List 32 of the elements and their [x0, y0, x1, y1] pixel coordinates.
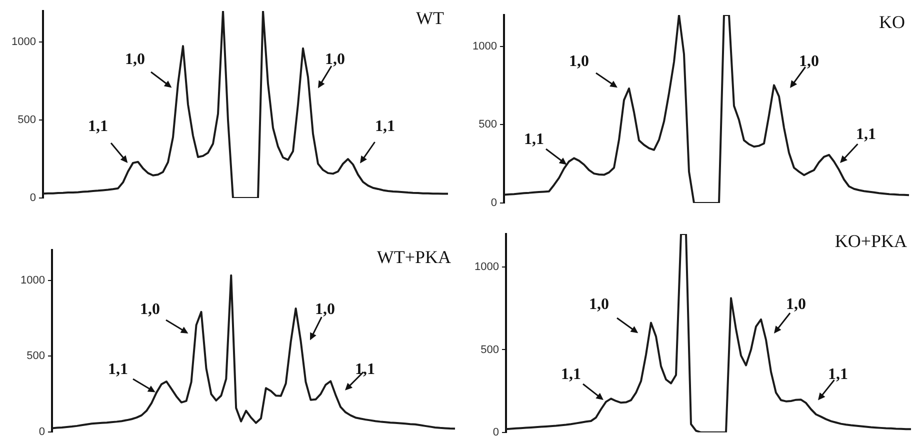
- chart-title: KO+PKA: [834, 231, 907, 251]
- y-tick-label: 1000: [20, 274, 45, 286]
- annotation: 1,1: [355, 361, 375, 378]
- y-tick-label: 1000: [472, 40, 497, 52]
- annotation: 1,0: [569, 53, 589, 70]
- annotation: 1,0: [325, 51, 345, 68]
- annotation: 1,0: [589, 296, 609, 313]
- y-tick-label: 500: [26, 350, 45, 362]
- annotation: 1,1: [828, 366, 848, 383]
- y-tick-label: 500: [480, 344, 499, 356]
- y-tick-label: 1000: [12, 36, 36, 48]
- chart-title: WT+PKA: [376, 247, 451, 267]
- annotation: 1,1: [524, 131, 544, 148]
- y-tick-label: 0: [490, 197, 497, 210]
- y-tick-label: 500: [478, 118, 497, 131]
- annotation: 1,0: [799, 53, 819, 70]
- chart-title: WT: [416, 8, 444, 28]
- annotation: 1,0: [315, 301, 335, 318]
- y-tick-label: 1000: [474, 261, 499, 274]
- y-tick-label: 0: [30, 192, 36, 204]
- annotation: 1,0: [140, 301, 160, 318]
- annotation: 1,1: [375, 118, 395, 135]
- annotation: 1,1: [856, 126, 876, 143]
- annotation: 1,1: [561, 366, 581, 383]
- annotation: 1,1: [88, 118, 108, 135]
- annotation: 1,0: [125, 51, 145, 68]
- y-tick-label: 0: [492, 426, 499, 438]
- annotation: 1,0: [786, 296, 806, 313]
- y-tick-label: 0: [38, 426, 45, 438]
- chart-title: KO: [879, 12, 905, 32]
- annotation: 1,1: [108, 361, 128, 378]
- y-tick-label: 500: [18, 114, 36, 126]
